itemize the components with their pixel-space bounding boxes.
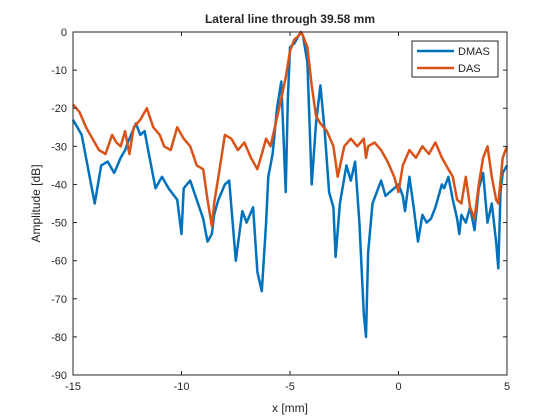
legend: DMAS DAS <box>411 40 499 78</box>
series-line-das <box>72 30 509 228</box>
y-tick-label: -50 <box>51 218 67 230</box>
plot-area <box>73 32 507 375</box>
y-axis-label: Amplitude [dB] <box>29 164 43 242</box>
x-tick-label: -10 <box>174 381 190 393</box>
x-tick-label: 5 <box>504 381 510 393</box>
chart-title: Lateral line through 39.58 mm <box>205 12 375 26</box>
x-tick-label: -15 <box>65 381 81 393</box>
x-tick-label: 0 <box>395 381 401 393</box>
legend-label-das: DAS <box>458 63 481 75</box>
y-tick-label: 0 <box>61 27 67 39</box>
y-tick-label: -30 <box>51 141 67 153</box>
y-tick-label: -80 <box>51 332 67 344</box>
y-tick-label: -70 <box>51 294 67 306</box>
series-line-dmas <box>71 30 509 339</box>
y-tick-label: -60 <box>51 256 67 268</box>
x-tick-label: -5 <box>285 381 295 393</box>
y-tick-label: -10 <box>51 65 67 77</box>
y-tick-label: -90 <box>51 370 67 382</box>
legend-box <box>411 40 499 78</box>
y-tick-label: -40 <box>51 179 67 191</box>
x-axis-label: x [mm] <box>272 401 308 415</box>
axes-layer: -15 -10 -5 0 50-10-20-30-40-50-60-70-80-90 <box>51 27 510 393</box>
legend-label-dmas: DMAS <box>458 46 490 58</box>
y-tick-label: -20 <box>51 103 67 115</box>
series-layer <box>71 30 509 339</box>
